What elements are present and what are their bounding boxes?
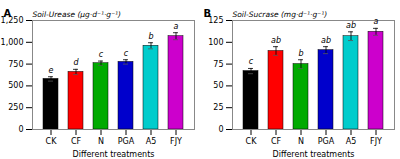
svg-text:Different treatments: Different treatments bbox=[273, 150, 355, 159]
svg-text:N: N bbox=[298, 137, 304, 146]
svg-text:b: b bbox=[298, 49, 303, 58]
svg-text:0: 0 bbox=[18, 125, 23, 134]
svg-text:A: A bbox=[4, 8, 12, 19]
svg-text:CF: CF bbox=[71, 137, 82, 146]
svg-text:1,000: 1,000 bbox=[1, 38, 24, 47]
svg-text:125: 125 bbox=[208, 16, 224, 26]
svg-text:ab: ab bbox=[346, 21, 356, 30]
svg-text:A5: A5 bbox=[346, 137, 357, 146]
svg-text:50: 50 bbox=[213, 81, 223, 90]
svg-text:Soil-Sucrase (mg·d⁻¹·g⁻¹): Soil-Sucrase (mg·d⁻¹·g⁻¹) bbox=[233, 10, 328, 19]
svg-text:c: c bbox=[124, 49, 129, 58]
svg-text:25: 25 bbox=[213, 103, 223, 112]
svg-text:PGA: PGA bbox=[118, 137, 135, 146]
svg-text:FJY: FJY bbox=[370, 137, 382, 146]
svg-text:1,250: 1,250 bbox=[0, 16, 24, 26]
svg-text:PGA: PGA bbox=[318, 137, 335, 146]
svg-text:A5: A5 bbox=[146, 137, 157, 146]
svg-text:b: b bbox=[148, 32, 153, 41]
svg-text:CK: CK bbox=[46, 137, 58, 146]
svg-text:a: a bbox=[174, 22, 179, 31]
svg-text:100: 100 bbox=[208, 38, 223, 47]
svg-text:75: 75 bbox=[213, 60, 223, 69]
svg-text:CF: CF bbox=[271, 137, 282, 146]
svg-text:B: B bbox=[204, 8, 212, 19]
svg-text:250: 250 bbox=[8, 103, 23, 112]
svg-text:ab: ab bbox=[321, 36, 331, 45]
svg-text:c: c bbox=[99, 50, 104, 59]
svg-text:e: e bbox=[49, 66, 54, 75]
svg-text:500: 500 bbox=[8, 81, 23, 90]
svg-text:c: c bbox=[249, 57, 254, 66]
svg-text:N: N bbox=[98, 137, 104, 146]
svg-text:0: 0 bbox=[218, 125, 223, 134]
svg-text:Different treatments: Different treatments bbox=[73, 150, 155, 159]
svg-text:750: 750 bbox=[8, 60, 23, 69]
svg-text:a: a bbox=[374, 17, 379, 26]
svg-text:FJY: FJY bbox=[170, 137, 182, 146]
svg-text:CK: CK bbox=[246, 137, 258, 146]
svg-text:d: d bbox=[73, 58, 79, 67]
svg-text:Soil-Urease (μg·d⁻¹·g⁻¹): Soil-Urease (μg·d⁻¹·g⁻¹) bbox=[33, 10, 122, 19]
svg-text:ab: ab bbox=[271, 36, 281, 45]
